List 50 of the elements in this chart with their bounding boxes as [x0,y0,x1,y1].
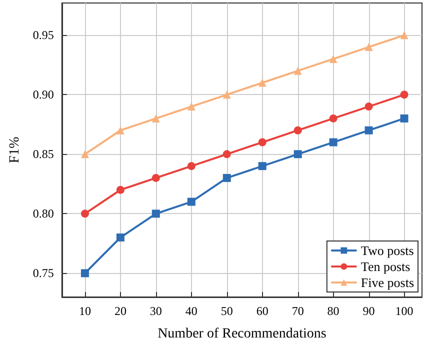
point [80,150,89,158]
point [364,43,373,52]
y-tick-label: 0.75 [32,266,54,280]
point [116,126,124,134]
x-tick-label: 20 [114,304,126,318]
legend-label: Ten posts [360,259,410,274]
point [364,126,373,134]
point [364,102,373,111]
point [222,90,231,99]
point [222,174,231,182]
x-tick-label: 100 [395,304,414,318]
point [294,150,302,158]
x-tick-label: 40 [185,304,198,318]
y-tick-label: 0.85 [32,147,54,162]
point [116,233,124,242]
legend-label: Five posts [360,275,414,290]
x-tick-label: 90 [362,304,375,318]
point [187,102,196,111]
point [400,31,408,40]
point [152,210,160,218]
y-tick-label: 0.80 [32,206,54,221]
point [116,186,124,194]
point [187,162,196,170]
point [294,66,302,75]
point [329,114,338,122]
point [400,90,408,99]
point [258,78,266,87]
point [222,150,231,158]
point [258,138,266,146]
point [329,138,338,146]
point [152,174,160,182]
x-tick-label: 70 [292,304,304,318]
point [258,162,266,170]
x-tick-label: 50 [220,304,233,318]
y-tick-label: 0.95 [32,28,54,42]
y-axis-title: F1% [8,136,22,164]
point [400,114,408,122]
point [294,126,302,134]
legend-label: Two posts [360,243,414,258]
point [80,269,89,278]
point [152,114,160,122]
y-tick-label: 0.90 [32,88,54,102]
x-tick-label: 30 [150,304,162,318]
point [80,210,89,218]
x-tick-label: 80 [327,304,340,318]
point [187,198,196,206]
x-tick-label: 10 [78,304,91,318]
point [329,54,338,63]
x-axis-title: Number of Recommendations [158,326,326,342]
x-tick-label: 60 [256,304,268,318]
